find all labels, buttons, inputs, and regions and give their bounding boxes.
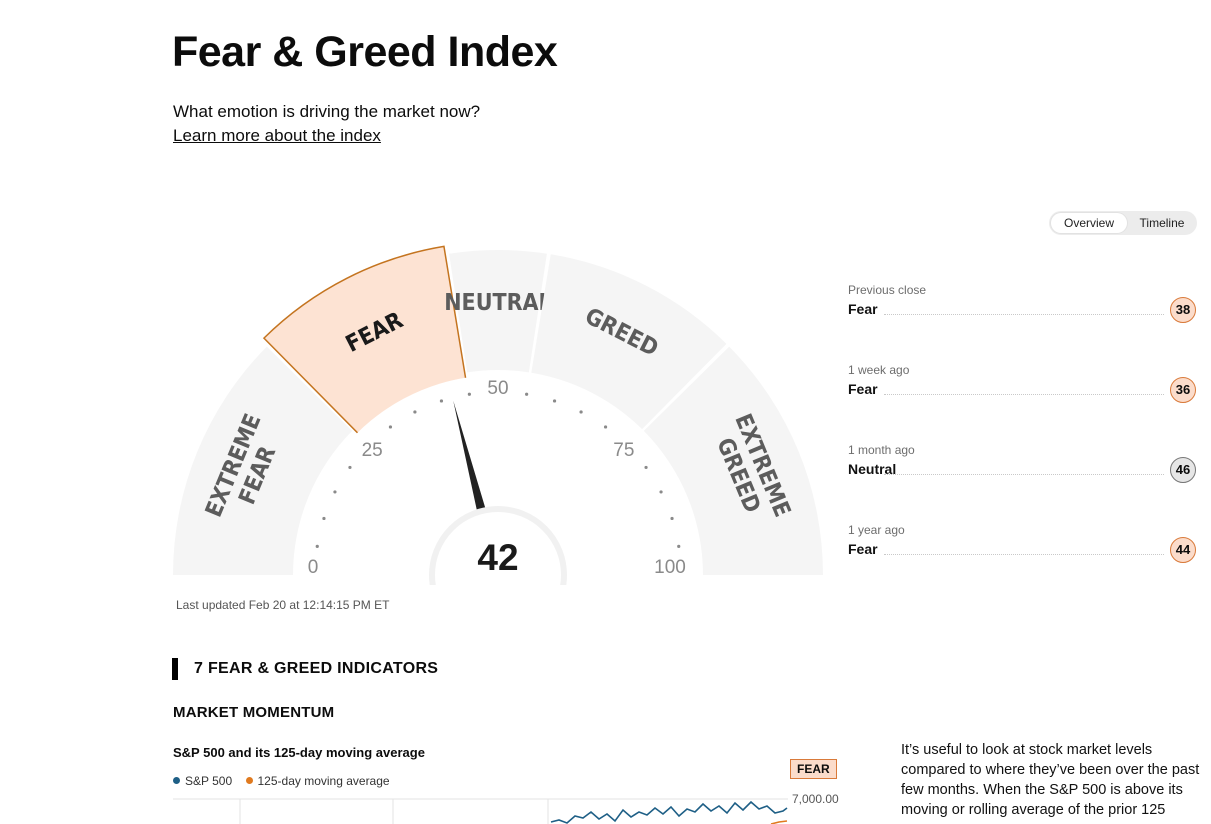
indicators-heading: 7 FEAR & GREED INDICATORS bbox=[172, 658, 438, 680]
gauge-scale-label: 25 bbox=[362, 440, 383, 461]
gauge-tick bbox=[579, 410, 583, 414]
history-row: 1 week ago Fear 36 bbox=[848, 363, 1196, 425]
history-rating: Neutral bbox=[848, 461, 897, 477]
history-rating: Fear bbox=[848, 381, 878, 397]
gauge-tick bbox=[315, 544, 319, 548]
dotted-leader bbox=[884, 394, 1164, 395]
gauge-zone-greed bbox=[531, 254, 727, 430]
view-toggle: Overview Timeline bbox=[1049, 211, 1197, 235]
overview-tab[interactable]: Overview bbox=[1051, 213, 1127, 233]
gauge-tick bbox=[333, 490, 337, 494]
history-row: Previous close Fear 38 bbox=[848, 283, 1196, 345]
gauge-tick bbox=[322, 516, 326, 521]
history-row: 1 year ago Fear 44 bbox=[848, 523, 1196, 585]
fear-greed-gauge: EXTREMEFEARFEARNEUTRALGREEDEXTREMEGREED0… bbox=[173, 245, 823, 585]
section-title: MARKET MOMENTUM bbox=[173, 704, 335, 721]
gauge-tick bbox=[603, 425, 608, 429]
gauge-zone-extreme-fear bbox=[173, 346, 353, 575]
dotted-leader bbox=[884, 474, 1164, 475]
legend-dot bbox=[245, 777, 253, 784]
history-label: 1 week ago bbox=[848, 363, 910, 377]
history-label: 1 year ago bbox=[848, 523, 905, 537]
legend-item-moving-average: 125-day moving average bbox=[245, 774, 390, 788]
history-rating: Fear bbox=[848, 541, 878, 557]
gauge-zone-extreme-greed bbox=[643, 346, 823, 575]
chart-title: S&P 500 and its 125-day moving average bbox=[173, 745, 425, 760]
gauge-tick bbox=[644, 465, 648, 470]
chart-legend: S&P 500 125-day moving average bbox=[173, 774, 390, 788]
gauge-tick bbox=[525, 392, 529, 396]
gauge-value: 42 bbox=[477, 537, 518, 578]
gauge-label-neutral: NEUTRAL bbox=[444, 290, 552, 316]
moving-average-line bbox=[770, 820, 788, 824]
history-score-badge: 36 bbox=[1170, 377, 1196, 403]
gauge-tick bbox=[659, 490, 663, 494]
history-row: 1 month ago Neutral 46 bbox=[848, 443, 1196, 505]
history-label: Previous close bbox=[848, 283, 927, 297]
y-axis-tick: 7,000.00 bbox=[792, 792, 839, 806]
indicator-description: It’s useful to look at stock market leve… bbox=[901, 742, 1200, 818]
gauge-tick bbox=[348, 465, 352, 470]
gauge-tick bbox=[388, 425, 393, 429]
page-title: Fear & Greed Index bbox=[172, 28, 558, 76]
gauge-face bbox=[298, 375, 698, 575]
dotted-leader bbox=[884, 554, 1164, 555]
indicator-rating-badge: FEAR bbox=[790, 759, 837, 779]
gauge-tick bbox=[677, 544, 681, 548]
timeline-tab[interactable]: Timeline bbox=[1139, 216, 1185, 230]
history-label: 1 month ago bbox=[848, 443, 915, 457]
gauge-scale-label: 50 bbox=[487, 378, 508, 399]
gauge-scale-label: 75 bbox=[613, 440, 634, 461]
learn-more-link[interactable]: Learn more about the index bbox=[173, 126, 381, 145]
gauge-scale-label: 0 bbox=[308, 557, 319, 578]
history-score-badge: 46 bbox=[1170, 457, 1196, 483]
legend-item-sp500: S&P 500 bbox=[173, 774, 232, 788]
gauge-zone-neutral bbox=[449, 249, 547, 373]
gauge-tick bbox=[552, 399, 557, 403]
gauge-tick bbox=[413, 410, 417, 414]
last-updated: Last updated Feb 20 at 12:14:15 PM ET bbox=[176, 598, 390, 612]
page-subtitle: What emotion is driving the market now? bbox=[173, 102, 481, 121]
legend-dot bbox=[173, 777, 180, 784]
history-rating: Fear bbox=[848, 301, 878, 317]
gauge-hub bbox=[429, 506, 567, 585]
sp500-line bbox=[550, 800, 788, 824]
dotted-leader bbox=[884, 314, 1164, 315]
gauge-scale-label: 100 bbox=[654, 557, 686, 578]
momentum-chart bbox=[173, 798, 788, 824]
gauge-tick bbox=[439, 399, 444, 403]
history-score-badge: 44 bbox=[1170, 537, 1196, 563]
gauge-tick bbox=[670, 516, 674, 521]
history-score-badge: 38 bbox=[1170, 297, 1196, 323]
gauge-tick bbox=[467, 392, 471, 396]
